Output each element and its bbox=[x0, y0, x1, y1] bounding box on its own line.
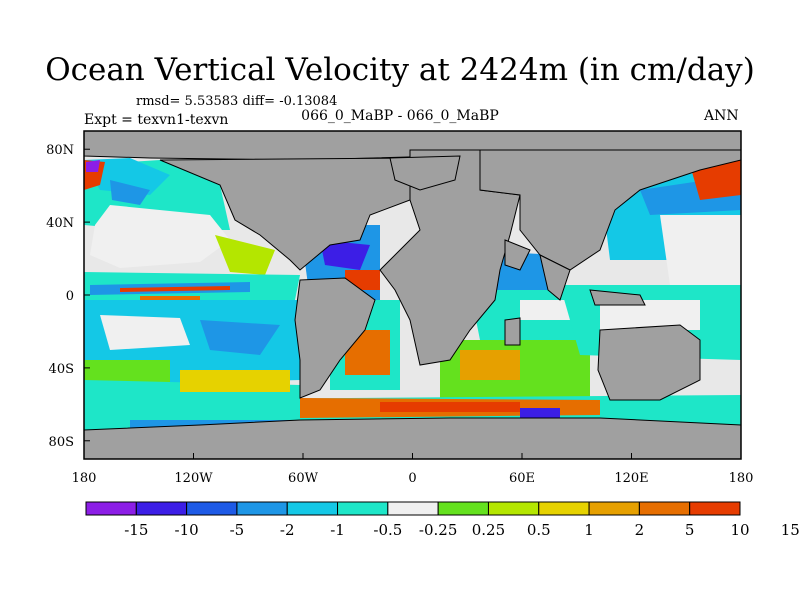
colorbar-swatch bbox=[437, 501, 489, 516]
y-tick-label: 40N bbox=[46, 216, 74, 231]
experiment-label: Expt = texvn1-texvn bbox=[84, 112, 229, 128]
colorbar-label: -10 bbox=[175, 521, 199, 539]
y-tick-label: 80N bbox=[46, 143, 74, 158]
stats-label: rmsd= 5.53583 diff= -0.13084 bbox=[136, 94, 338, 109]
x-tick-label: 180 bbox=[729, 471, 754, 486]
colorbar-label: -15 bbox=[124, 521, 148, 539]
colorbar-swatch bbox=[387, 501, 439, 516]
colorbar-label: -0.5 bbox=[373, 521, 402, 539]
colorbar-swatch bbox=[186, 501, 238, 516]
colorbar-swatch bbox=[487, 501, 540, 516]
colorbar-label: 1 bbox=[584, 521, 594, 539]
colorbar-swatch bbox=[538, 501, 590, 516]
case-label: 066_0_MaBP - 066_0_MaBP bbox=[301, 108, 499, 124]
x-tick-label: 60E bbox=[509, 471, 535, 486]
x-tick-label: 120W bbox=[174, 471, 213, 486]
colorbar-label: -1 bbox=[330, 521, 345, 539]
colorbar-swatch bbox=[638, 501, 691, 516]
x-tick-label: 120E bbox=[614, 471, 648, 486]
colorbar-label: 15 bbox=[781, 521, 800, 539]
colorbar-label: 5 bbox=[685, 521, 695, 539]
colorbar-label: -5 bbox=[230, 521, 245, 539]
colorbar-label: 0.5 bbox=[527, 521, 551, 539]
colorbar-swatch bbox=[689, 501, 741, 516]
colorbar-swatch bbox=[337, 501, 389, 516]
y-axis: 80N 40N 0 40S 80S bbox=[46, 143, 90, 450]
colorbar-label: -2 bbox=[280, 521, 295, 539]
colorbar-label: 2 bbox=[635, 521, 645, 539]
colorbar-label: -0.25 bbox=[419, 521, 457, 539]
y-tick-label: 40S bbox=[49, 362, 74, 377]
y-tick-label: 80S bbox=[49, 435, 74, 450]
colorbar-swatch bbox=[135, 501, 188, 516]
x-axis: 180 120W 60W 0 60E 120E 180 bbox=[72, 453, 754, 486]
colorbar-label: 10 bbox=[730, 521, 749, 539]
colorbar: -15 -10 -5 -2 -1 -0.5 -0.25 0.25 0.5 1 2 5 10 15 bbox=[85, 501, 800, 539]
colorbar-swatch bbox=[236, 501, 288, 516]
season-label: ANN bbox=[704, 108, 739, 124]
colorbar-swatch bbox=[286, 501, 339, 516]
x-tick-label: 60W bbox=[288, 471, 319, 486]
colorbar-label: 0.25 bbox=[472, 521, 505, 539]
y-tick-label: 0 bbox=[66, 289, 74, 304]
x-tick-label: 0 bbox=[408, 471, 416, 486]
colorbar-swatch bbox=[85, 501, 137, 516]
land-masses bbox=[84, 131, 741, 459]
x-tick-label: 180 bbox=[72, 471, 97, 486]
colorbar-swatch bbox=[588, 501, 640, 516]
map-title: Ocean Vertical Velocity at 2424m (in cm/… bbox=[45, 52, 755, 88]
